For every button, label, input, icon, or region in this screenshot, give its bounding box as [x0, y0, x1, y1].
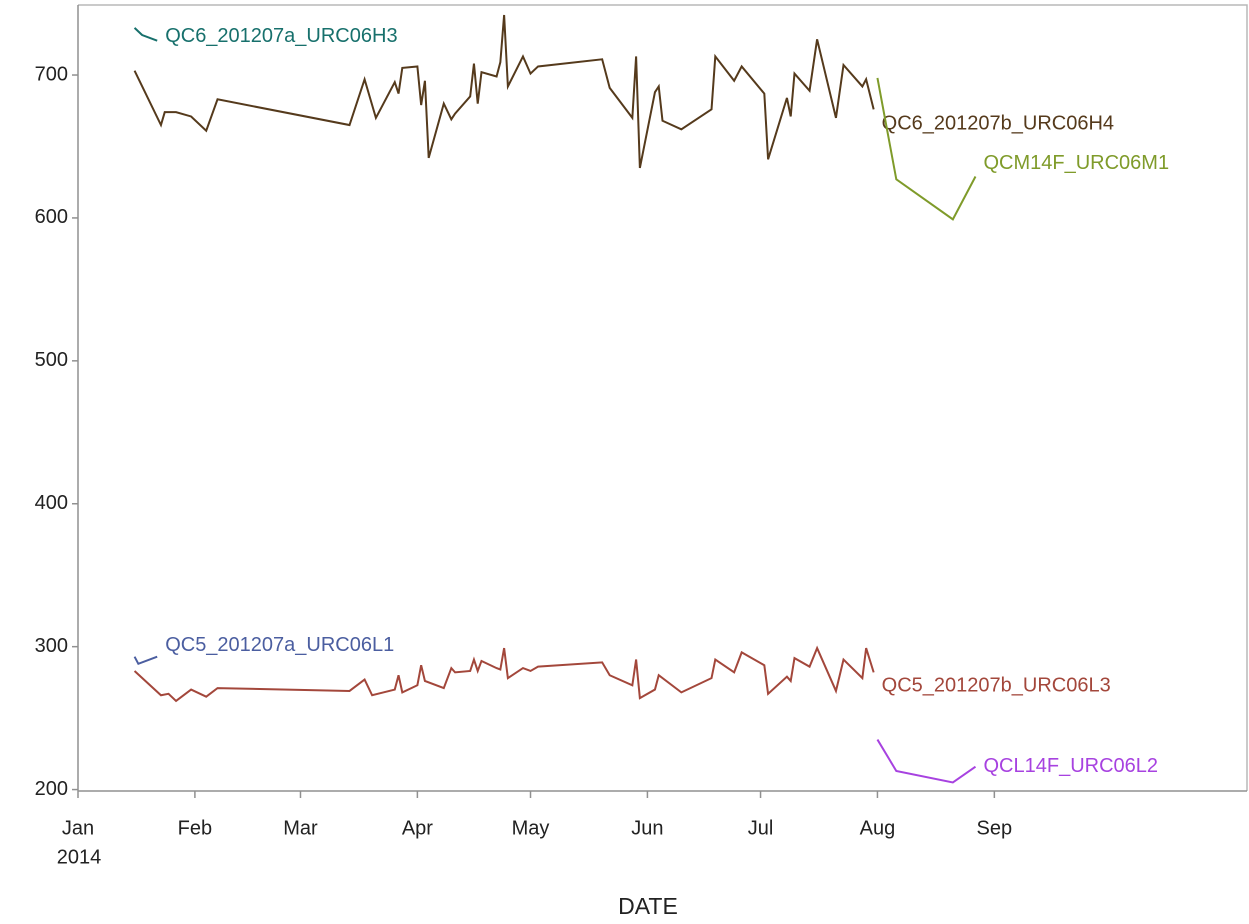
x-tick-label: Mar [283, 817, 318, 839]
y-tick-label: 200 [35, 778, 68, 800]
x-year-label: 2014 [57, 846, 102, 868]
x-tick-label: Jul [748, 817, 774, 839]
series-line [876, 739, 977, 784]
series-line [133, 14, 875, 169]
x-tick-label: Jun [631, 817, 663, 839]
y-tick-label: 400 [35, 492, 68, 514]
x-axis-label: DATE [618, 893, 678, 919]
series-line [133, 655, 158, 666]
x-tick-label: Apr [402, 817, 433, 839]
x-tick-label: May [512, 817, 550, 839]
series-label: QCL14F_URC06L2 [983, 755, 1158, 777]
y-tick-label: 700 [35, 63, 68, 85]
series-label: QC6_201207a_URC06H3 [165, 25, 397, 47]
series-label: QC5_201207a_URC06L1 [165, 634, 394, 656]
y-tick-label: 600 [35, 206, 68, 228]
series-label: QC5_201207b_URC06L3 [882, 675, 1111, 697]
series-line [876, 77, 977, 221]
series-line [133, 27, 158, 42]
plot-frame [78, 4, 1248, 791]
y-tick-label: 300 [35, 635, 68, 657]
series-label: QC6_201207b_URC06H4 [882, 113, 1114, 135]
series-line [133, 645, 875, 703]
x-tick-label: Sep [977, 817, 1013, 839]
x-tick-label: Feb [178, 817, 212, 839]
x-tick-label: Aug [860, 817, 896, 839]
series-label: QCM14F_URC06M1 [983, 152, 1169, 174]
x-tick-label: Jan [62, 817, 94, 839]
y-tick-label: 500 [35, 349, 68, 371]
